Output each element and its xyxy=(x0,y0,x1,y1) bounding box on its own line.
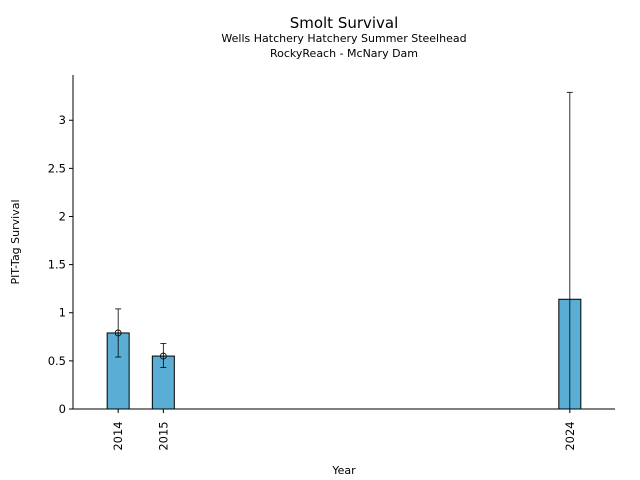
x-tick-label: 2014 xyxy=(111,421,125,450)
y-tick-label: 1 xyxy=(59,306,66,320)
y-tick-label: 0 xyxy=(59,402,66,416)
x-axis-label: Year xyxy=(331,464,356,477)
y-axis-label: PIT-Tag Survival xyxy=(9,199,22,284)
x-tick-label: 2015 xyxy=(156,421,170,450)
x-tick-label: 2024 xyxy=(563,421,577,450)
chart-subtitle-line-2: RockyReach - McNary Dam xyxy=(270,47,418,60)
point-marker-2014 xyxy=(114,329,122,337)
y-tick-label: 2.5 xyxy=(48,161,66,175)
plot-area xyxy=(106,91,582,410)
y-tick-label: 0.5 xyxy=(48,354,66,368)
y-tick-label: 1.5 xyxy=(48,258,66,272)
chart-title: Smolt Survival xyxy=(290,14,399,32)
point-marker-2015 xyxy=(159,352,167,360)
chart-subtitle-line-1: Wells Hatchery Hatchery Summer Steelhead xyxy=(221,32,466,45)
y-tick-label: 3 xyxy=(59,113,66,127)
y-tick-label: 2 xyxy=(59,209,66,223)
